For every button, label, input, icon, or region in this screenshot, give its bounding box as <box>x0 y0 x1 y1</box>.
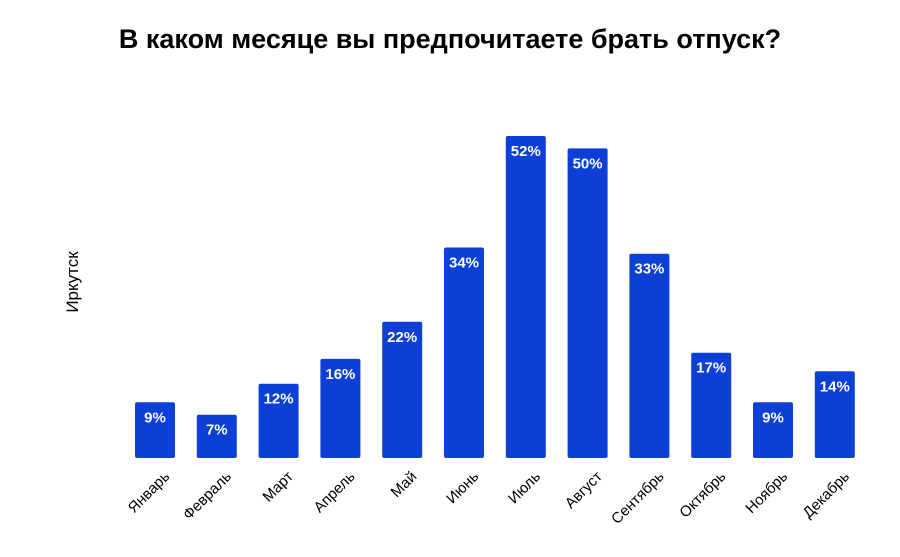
bar-8 <box>567 148 608 458</box>
bar-value-label: 22% <box>387 329 417 346</box>
bars-group: 9% 7% 12% 16% 22% 34% 52% 50% 33% 17% 9% 14% <box>135 136 855 458</box>
x-tick-label: Октябрь <box>676 468 729 521</box>
x-tick-label: Апрель <box>311 468 359 516</box>
bar-value-label: 34% <box>449 255 479 272</box>
bar-value-label: 16% <box>325 366 355 383</box>
x-tick-label: Июнь <box>443 468 482 507</box>
x-tick-labels: Январь Февраль Март Апрель Май Июнь Июль Август… <box>125 468 853 528</box>
bar-value-label: 14% <box>820 378 850 395</box>
bar-value-label: 33% <box>634 261 664 278</box>
x-tick-label: Ноябрь <box>742 468 791 517</box>
bar-4 <box>320 358 361 458</box>
bar-value-label: 7% <box>206 422 228 439</box>
chart-title: В каком месяце вы предпочитаете брать от… <box>118 24 782 54</box>
bar-value-label: 52% <box>511 143 541 160</box>
bar-5 <box>382 321 423 458</box>
bar-7 <box>505 136 546 458</box>
bar-value-label: 9% <box>144 409 166 426</box>
bar-9 <box>629 253 670 458</box>
bar-value-label: 17% <box>696 360 726 377</box>
bar-3 <box>258 383 299 458</box>
bar-2 <box>196 414 237 458</box>
bar-1 <box>135 402 175 458</box>
x-tick-label: Декабрь <box>800 468 854 522</box>
x-tick-label: Май <box>388 468 421 501</box>
x-tick-label: Август <box>562 468 606 512</box>
bar-value-label: 9% <box>762 409 784 426</box>
bar-6 <box>444 247 484 458</box>
x-tick-label: Февраль <box>180 468 235 523</box>
bar-value-label: 12% <box>264 391 294 408</box>
bar-12 <box>814 371 855 458</box>
bar-11 <box>753 402 793 458</box>
x-tick-label: Июль <box>505 468 544 507</box>
x-tick-label: Март <box>259 468 296 505</box>
bar-value-label: 50% <box>573 155 603 172</box>
bar-10 <box>691 352 732 458</box>
x-tick-label: Сентябрь <box>608 468 668 528</box>
x-tick-label: Январь <box>125 468 174 517</box>
